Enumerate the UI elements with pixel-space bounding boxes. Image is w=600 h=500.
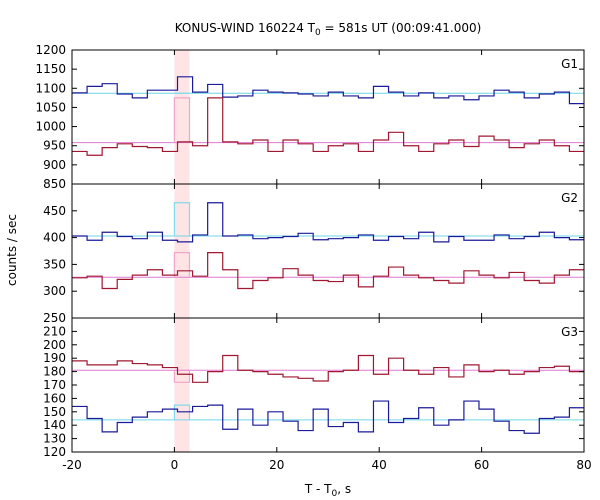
- y-tick-label: 1150: [35, 62, 66, 76]
- panel-frame: [71, 317, 585, 453]
- x-tick-label: 40: [372, 458, 387, 472]
- x-tick-label: 80: [576, 458, 591, 472]
- y-tick-label: 150: [43, 405, 66, 419]
- panels-group: 85090095010001050110011501200G1250300350…: [35, 43, 591, 472]
- y-tick-label: 850: [43, 177, 66, 191]
- series-blue-step: [72, 202, 584, 243]
- y-tick-label: 450: [43, 204, 66, 218]
- y-tick-label: 300: [43, 284, 66, 298]
- highlight-interval-1: [173, 404, 191, 420]
- y-tick-label: 200: [43, 338, 66, 352]
- x-tick-label: -20: [62, 458, 82, 472]
- y-tick-label: 1000: [35, 120, 66, 134]
- highlight-band: [174, 318, 190, 452]
- highlight-interval-1: [173, 252, 191, 278]
- y-tick-label: 140: [43, 418, 66, 432]
- y-tick-label: 130: [43, 432, 66, 446]
- highlight-interval-0: [173, 370, 191, 383]
- panel-frame: [71, 183, 585, 319]
- y-tick-label: 1100: [35, 81, 66, 95]
- chart-title: KONUS-WIND 160224 T0 = 581s UT (00:09:41…: [175, 21, 482, 38]
- x-tick-label: 20: [269, 458, 284, 472]
- x-tick-label: 0: [171, 458, 179, 472]
- series-blue-step: [72, 76, 584, 105]
- y-tick-label: 900: [43, 158, 66, 172]
- y-tick-label: 350: [43, 257, 66, 271]
- y-tick-label: 1050: [35, 100, 66, 114]
- y-tick-label: 160: [43, 391, 66, 405]
- panel-g2: 250 300 350 400 450 G2: [43, 183, 585, 325]
- highlight-band: [174, 50, 190, 184]
- y-tick-label: 190: [43, 351, 66, 365]
- series-red-step: [72, 252, 584, 290]
- y-tick-label: 400: [43, 231, 66, 245]
- series-red-step: [72, 97, 584, 156]
- y-tick-label: 950: [43, 139, 66, 153]
- highlight-interval-0: [173, 202, 191, 236]
- y-tick-label: 120: [43, 445, 66, 459]
- panel-g1: 850 900 950 1000 1050 1100 1150 1200 G1: [35, 43, 585, 191]
- panel-label: G1: [561, 57, 578, 71]
- panel-frame: [71, 49, 585, 185]
- highlight-band: [174, 184, 190, 318]
- y-tick-label: 180: [43, 365, 66, 379]
- y-tick-label: 210: [43, 324, 66, 338]
- panel-label: G2: [561, 191, 578, 205]
- y-tick-label: 250: [43, 311, 66, 325]
- series-blue-step: [72, 400, 584, 434]
- panel-label: G3: [561, 325, 578, 339]
- series-red-step: [72, 354, 584, 383]
- y-tick-label: 1200: [35, 43, 66, 57]
- highlight-interval-1: [173, 97, 191, 143]
- y-axis-label: counts / sec: [5, 214, 19, 286]
- y-tick-label: 170: [43, 378, 66, 392]
- x-tick-label: 60: [474, 458, 489, 472]
- x-axis-label: T - T0, s: [304, 482, 351, 499]
